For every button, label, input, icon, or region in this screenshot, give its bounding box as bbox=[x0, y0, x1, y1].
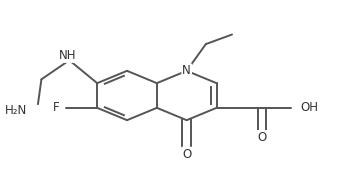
Text: O: O bbox=[257, 131, 266, 144]
Text: H₂N: H₂N bbox=[5, 104, 27, 117]
Text: N: N bbox=[182, 64, 191, 77]
Text: F: F bbox=[53, 101, 59, 114]
Text: O: O bbox=[182, 148, 191, 161]
Text: OH: OH bbox=[300, 101, 318, 114]
Text: NH: NH bbox=[59, 49, 76, 62]
